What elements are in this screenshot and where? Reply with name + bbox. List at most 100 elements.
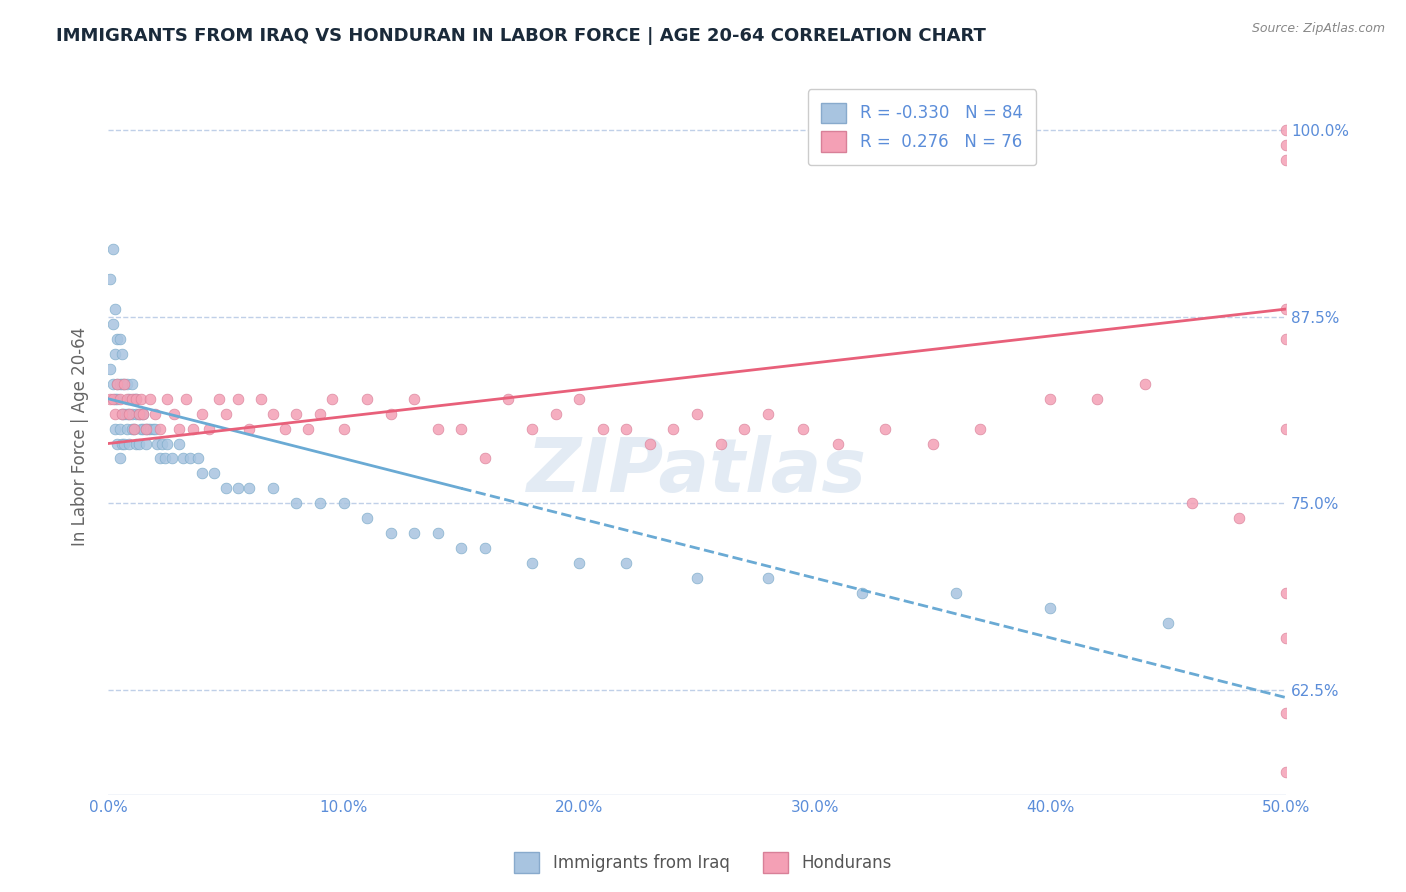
- Point: [198, 421, 221, 435]
- Point: [191, 467, 214, 481]
- Point: [273, 421, 295, 435]
- Point: [520, 421, 543, 435]
- Point: [686, 407, 709, 421]
- Point: [172, 451, 194, 466]
- Point: [122, 421, 145, 435]
- Point: [111, 376, 134, 391]
- Point: [226, 392, 249, 406]
- Point: [118, 407, 141, 421]
- Point: [139, 392, 162, 406]
- Point: [474, 451, 496, 466]
- Point: [614, 556, 637, 570]
- Point: [129, 392, 152, 406]
- Point: [114, 407, 136, 421]
- Point: [118, 392, 141, 406]
- Point: [226, 481, 249, 495]
- Text: ZIPatlas: ZIPatlas: [527, 435, 868, 508]
- Text: IMMIGRANTS FROM IRAQ VS HONDURAN IN LABOR FORCE | AGE 20-64 CORRELATION CHART: IMMIGRANTS FROM IRAQ VS HONDURAN IN LABO…: [56, 27, 986, 45]
- Point: [756, 571, 779, 585]
- Point: [404, 526, 426, 541]
- Point: [1227, 511, 1250, 525]
- Point: [568, 556, 591, 570]
- Point: [98, 361, 121, 376]
- Point: [1039, 392, 1062, 406]
- Point: [662, 421, 685, 435]
- Point: [1275, 122, 1298, 136]
- Point: [111, 407, 134, 421]
- Point: [686, 571, 709, 585]
- Point: [1181, 496, 1204, 510]
- Y-axis label: In Labor Force | Age 20-64: In Labor Force | Age 20-64: [72, 326, 89, 546]
- Point: [143, 421, 166, 435]
- Point: [125, 392, 148, 406]
- Point: [592, 421, 614, 435]
- Point: [1157, 615, 1180, 630]
- Point: [143, 407, 166, 421]
- Point: [129, 421, 152, 435]
- Point: [114, 436, 136, 450]
- Point: [191, 407, 214, 421]
- Point: [544, 407, 567, 421]
- Point: [1275, 586, 1298, 600]
- Point: [132, 407, 155, 421]
- Point: [101, 376, 124, 391]
- Point: [121, 421, 143, 435]
- Point: [321, 392, 343, 406]
- Point: [107, 392, 129, 406]
- Point: [638, 436, 661, 450]
- Point: [1275, 631, 1298, 645]
- Point: [107, 376, 129, 391]
- Text: Source: ZipAtlas.com: Source: ZipAtlas.com: [1251, 22, 1385, 36]
- Point: [181, 421, 204, 435]
- Point: [122, 421, 145, 435]
- Point: [121, 407, 143, 421]
- Point: [118, 407, 141, 421]
- Point: [262, 481, 284, 495]
- Point: [160, 451, 183, 466]
- Point: [104, 392, 127, 406]
- Point: [1039, 601, 1062, 615]
- Point: [614, 421, 637, 435]
- Point: [174, 392, 197, 406]
- Point: [108, 332, 131, 346]
- Point: [129, 407, 152, 421]
- Point: [1275, 765, 1298, 780]
- Point: [179, 451, 201, 466]
- Point: [107, 436, 129, 450]
- Point: [756, 407, 779, 421]
- Point: [101, 242, 124, 256]
- Point: [945, 586, 967, 600]
- Point: [111, 436, 134, 450]
- Point: [969, 421, 991, 435]
- Point: [115, 421, 138, 435]
- Point: [146, 436, 169, 450]
- Point: [238, 421, 260, 435]
- Point: [136, 421, 159, 435]
- Point: [115, 392, 138, 406]
- Point: [104, 421, 127, 435]
- Point: [118, 436, 141, 450]
- Point: [309, 407, 332, 421]
- Point: [568, 392, 591, 406]
- Point: [450, 421, 472, 435]
- Point: [238, 481, 260, 495]
- Point: [474, 541, 496, 556]
- Point: [114, 376, 136, 391]
- Point: [132, 421, 155, 435]
- Point: [404, 392, 426, 406]
- Point: [115, 407, 138, 421]
- Point: [380, 407, 402, 421]
- Point: [167, 421, 190, 435]
- Point: [132, 407, 155, 421]
- Point: [142, 421, 165, 435]
- Point: [709, 436, 731, 450]
- Point: [98, 392, 121, 406]
- Point: [167, 436, 190, 450]
- Point: [104, 347, 127, 361]
- Point: [356, 511, 378, 525]
- Point: [121, 392, 143, 406]
- Point: [186, 451, 208, 466]
- Point: [108, 421, 131, 435]
- Point: [332, 496, 354, 510]
- Point: [115, 376, 138, 391]
